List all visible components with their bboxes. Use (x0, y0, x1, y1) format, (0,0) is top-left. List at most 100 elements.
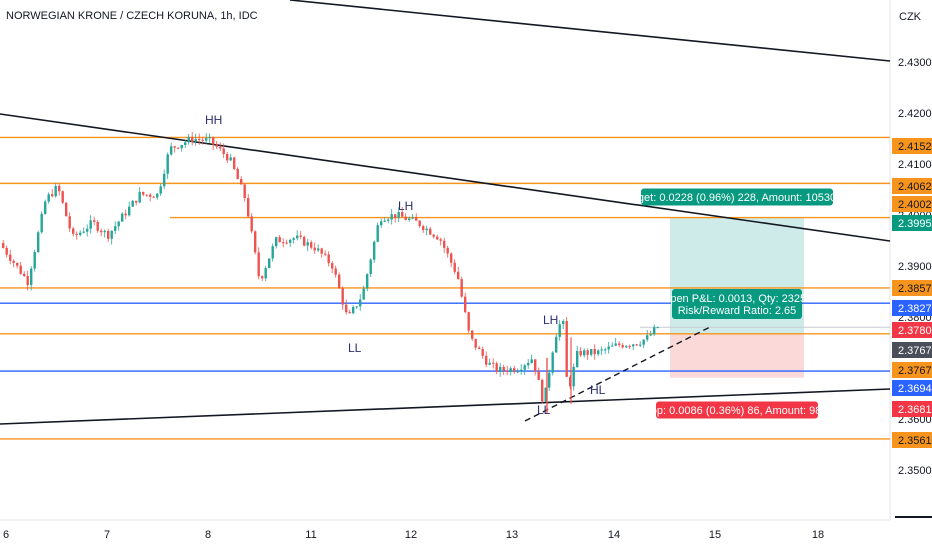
pnl-label-bg (672, 289, 802, 319)
price-tag-bg (892, 342, 932, 358)
candle-body (506, 370, 509, 373)
candle-body (373, 241, 376, 260)
candle-body (205, 138, 208, 141)
price-tag-text: 2.4002 (898, 199, 932, 211)
candle-body (572, 366, 575, 387)
descending-trendline (0, 113, 891, 242)
candle-body (198, 138, 201, 140)
currency-label: CZK (899, 11, 922, 23)
candle-body (422, 226, 425, 231)
candle-body (310, 242, 313, 248)
pnl-label: Open P&L: 0.0013, Qty: 23255Risk/Reward … (662, 289, 812, 319)
price-tag-bg (892, 300, 932, 316)
candle-body (275, 237, 278, 247)
candle-body (362, 288, 365, 300)
candle-body (485, 355, 488, 365)
candle-body (527, 362, 530, 366)
candle-body (208, 137, 211, 139)
y-tick-label: 2.4100 (898, 159, 932, 171)
candle-body (93, 220, 96, 222)
candle-body (61, 191, 64, 203)
price-tag-text: 2.4152 (898, 141, 932, 153)
candle-body (72, 228, 75, 234)
upper-channel-line (289, 0, 891, 62)
candle-body (149, 194, 152, 197)
candle-body (173, 146, 176, 148)
candle-body (215, 144, 218, 147)
price-tag-23995: 2.3995 (892, 215, 932, 231)
candle-body (418, 220, 421, 227)
candle-body (338, 274, 341, 289)
candle-body (348, 312, 351, 314)
candle-body (593, 349, 596, 355)
candle-body (345, 304, 348, 313)
candle-body (355, 306, 358, 308)
price-tag-24062: 2.4062 (892, 178, 932, 194)
x-tick-label: 15 (709, 529, 721, 541)
candle-body (600, 349, 603, 351)
candle-body (170, 146, 173, 155)
candle-body (523, 365, 526, 370)
x-tick-label: 8 (205, 529, 211, 541)
candle-body (51, 194, 54, 197)
candle-body (453, 262, 456, 272)
candle-body (222, 148, 225, 155)
candle-body (404, 216, 407, 221)
candle-body (271, 246, 274, 259)
candle-body (376, 225, 379, 242)
candle-body (212, 137, 215, 145)
price-tag-text: 2.3767 (898, 345, 932, 357)
candle-body (317, 248, 320, 251)
candle-body (646, 335, 649, 340)
candle-body (166, 154, 169, 174)
price-tag-text: 2.4062 (898, 181, 932, 193)
candle-body (75, 233, 78, 235)
candle-body (446, 247, 449, 254)
candle-body (642, 339, 645, 345)
candle-body (247, 198, 250, 217)
x-tick-label: 12 (405, 529, 417, 541)
candle-body (569, 376, 572, 387)
candle-body (460, 279, 463, 297)
candle-body (551, 352, 554, 373)
candle-body (292, 238, 295, 240)
candle-body (632, 344, 635, 347)
candle-body (401, 212, 404, 217)
price-tag-text: 2.3681 (898, 404, 932, 416)
candle-body (436, 236, 439, 240)
dashed-rising-trendline (524, 325, 713, 422)
pattern-label-ll: LL (348, 341, 362, 355)
candle-body (107, 230, 110, 239)
candle-body (58, 185, 61, 192)
candle-body (219, 146, 222, 149)
candle-body (282, 242, 285, 244)
price-tag-24002: 2.4002 (892, 196, 932, 212)
candle-body (544, 387, 547, 402)
candle-body (429, 228, 432, 235)
y-tick-label: 2.4200 (898, 108, 932, 120)
candle-body (278, 237, 281, 243)
candle-body (5, 247, 8, 255)
candle-body (628, 346, 631, 348)
candle-body (611, 345, 614, 347)
candle-body (495, 363, 498, 372)
candle-body (656, 327, 659, 329)
pnl-label-text: Risk/Reward Ratio: 2.65 (678, 305, 797, 317)
candle-body (194, 138, 197, 142)
candle-body (313, 247, 316, 251)
candle-body (100, 230, 103, 233)
candle-body (79, 232, 82, 235)
candles-group (2, 131, 659, 404)
candle-body (565, 320, 568, 377)
candle-body (285, 242, 288, 244)
candle-body (397, 212, 400, 218)
candle-body (492, 362, 495, 364)
x-tick-label: 18 (812, 529, 824, 541)
candle-body (110, 230, 113, 239)
price-tag-text: 2.3857 (898, 283, 932, 295)
candle-body (408, 218, 411, 221)
candle-body (520, 369, 523, 372)
candle-body (513, 368, 516, 372)
candle-body (457, 271, 460, 280)
